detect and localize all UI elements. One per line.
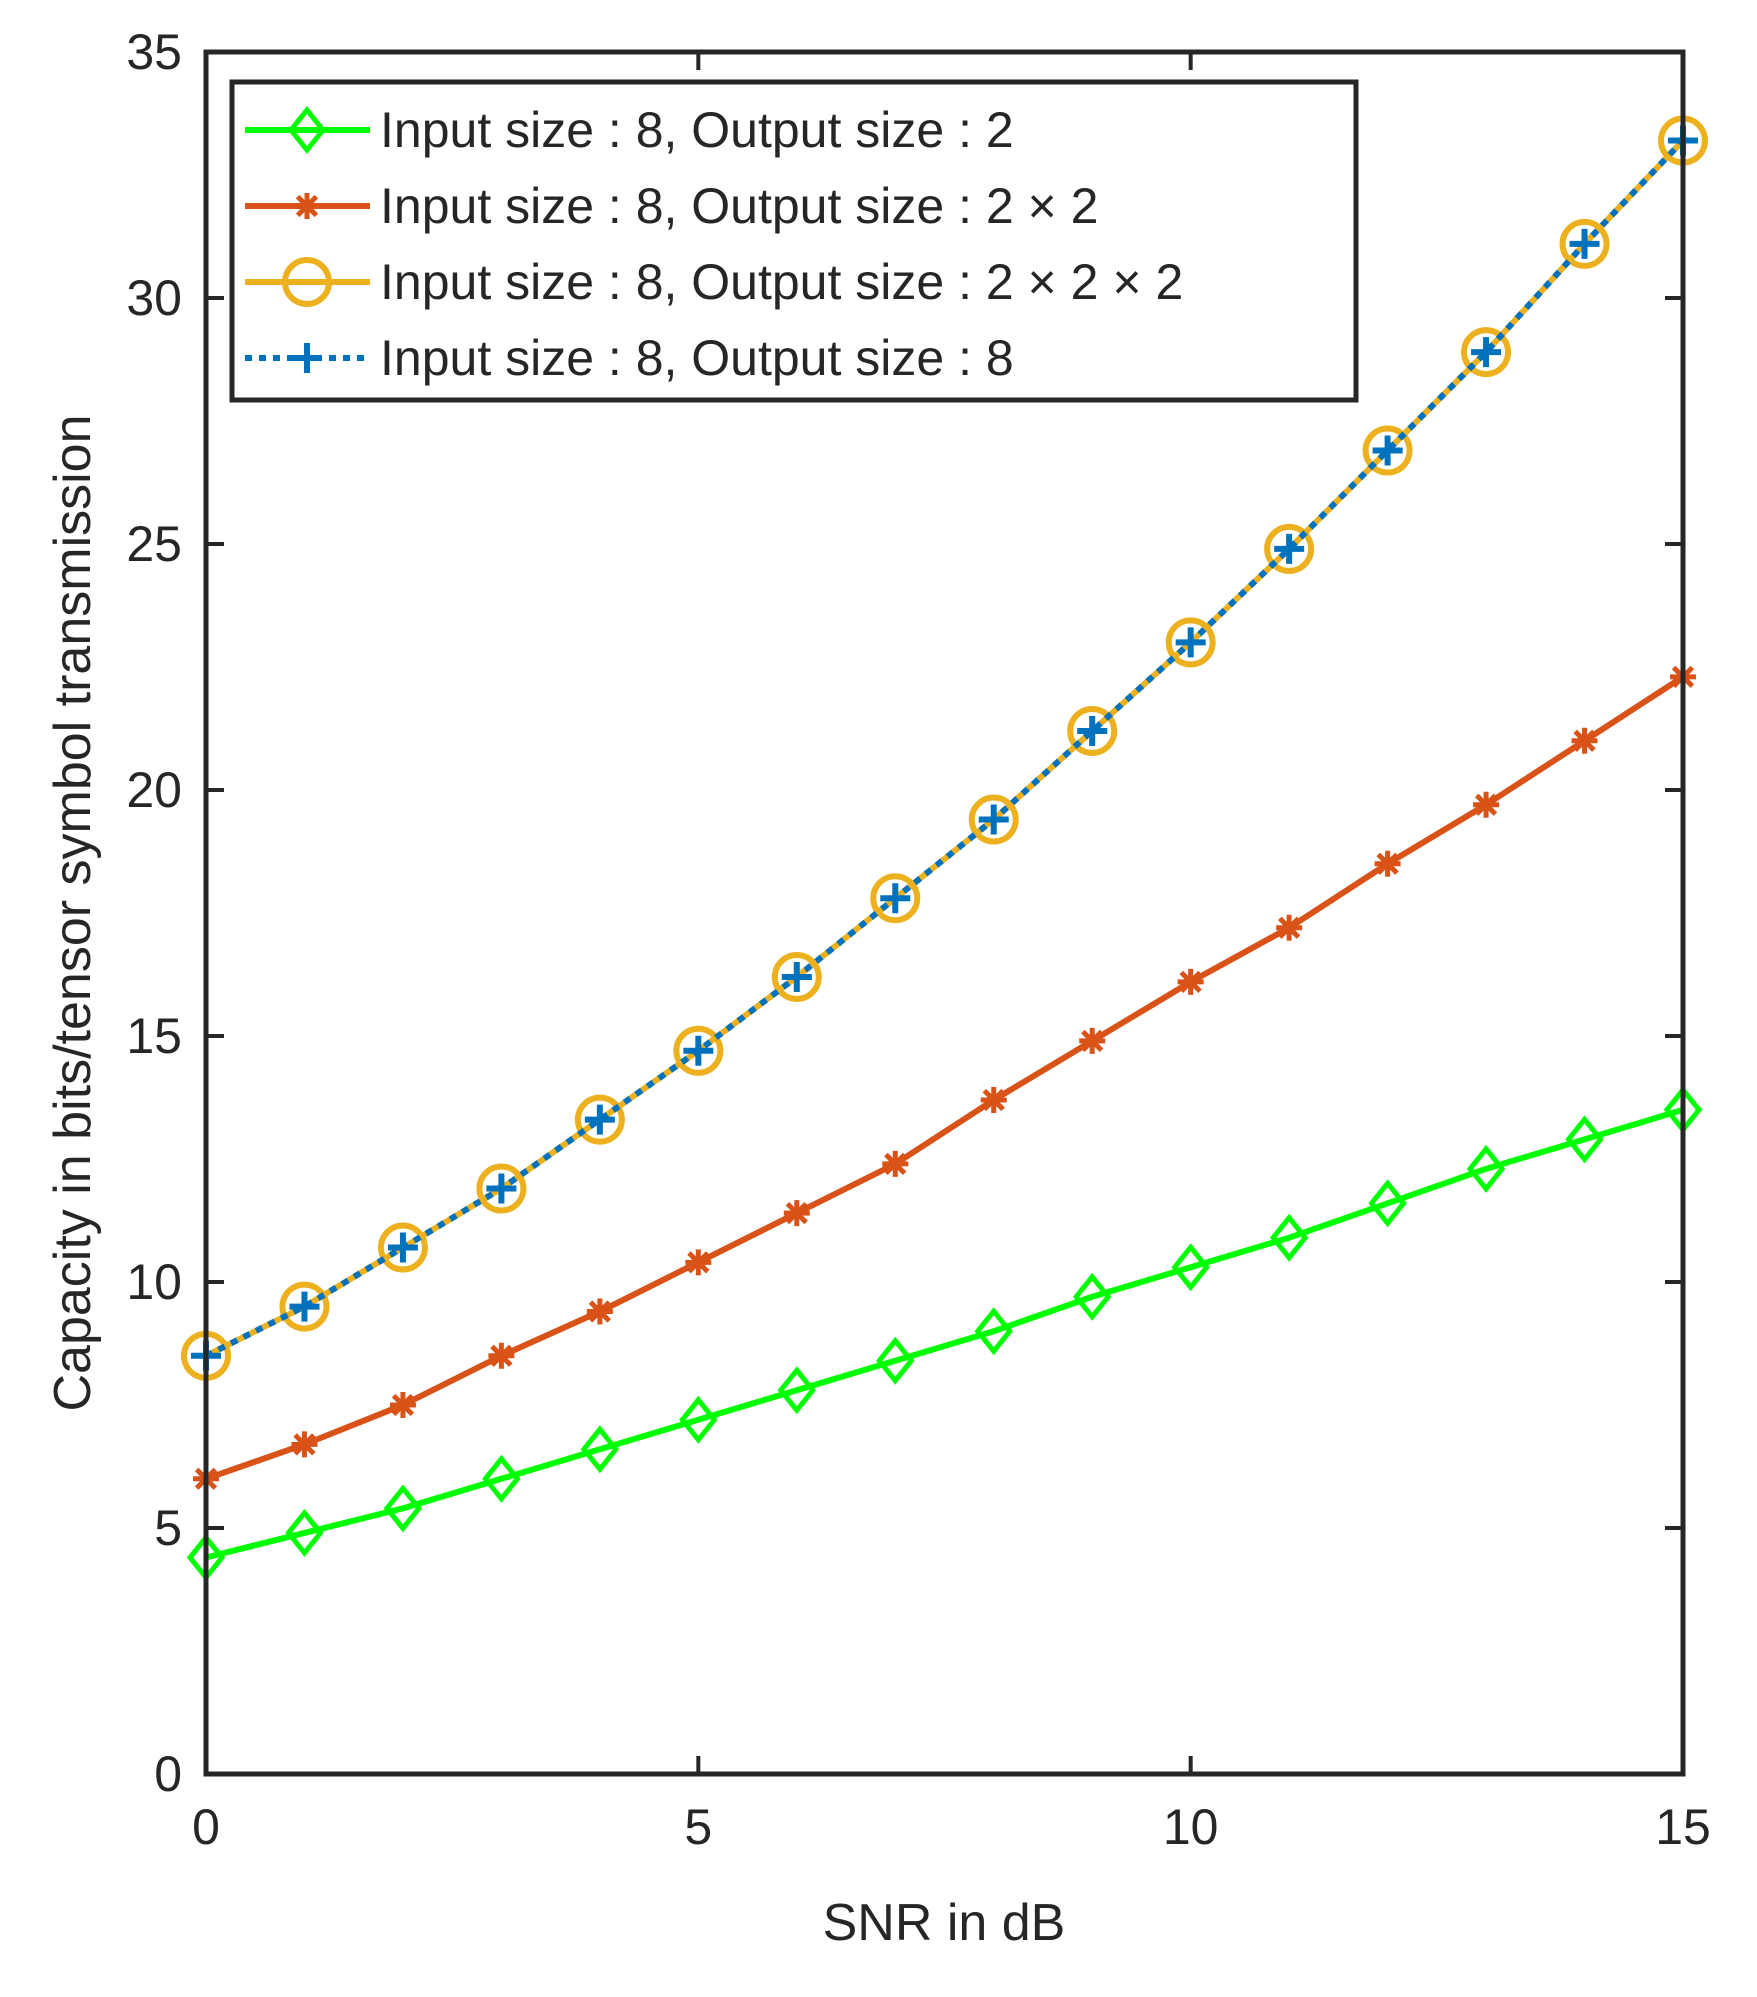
x-tick-label: 10: [1163, 1799, 1219, 1855]
data-point: [968, 794, 1019, 845]
y-tick-label: 35: [126, 24, 182, 80]
data-point: [486, 1173, 517, 1204]
legend-item: Input size : 8, Output size : 2: [245, 102, 1014, 158]
series-2: [193, 663, 1696, 1492]
data-point: [383, 1484, 423, 1533]
data-point: [574, 1094, 625, 1145]
data-point: [1362, 425, 1413, 476]
data-point: [1165, 617, 1216, 668]
series-layer: [181, 115, 1708, 1582]
data-point: [880, 883, 911, 914]
data-point: [1274, 533, 1305, 564]
data-point: [389, 1392, 416, 1418]
data-point: [683, 1035, 714, 1066]
series-line: [205, 1106, 1684, 1561]
data-point: [1368, 1179, 1407, 1228]
data-point: [279, 1281, 330, 1332]
data-point: [482, 1454, 521, 1503]
data-point: [289, 1291, 320, 1322]
data-point: [1177, 968, 1204, 995]
data-point: [1461, 327, 1512, 378]
data-point: [1269, 1213, 1309, 1262]
data-point: [1466, 1144, 1506, 1193]
legend-label: Input size : 8, Output size : 2 × 2: [380, 178, 1098, 234]
legend-label: Input size : 8, Output size : 2 × 2 × 2: [380, 254, 1183, 310]
data-point: [882, 1150, 909, 1177]
data-point: [1175, 627, 1206, 658]
y-tick-label: 30: [126, 270, 182, 326]
data-point: [1077, 715, 1108, 746]
data-point: [387, 1232, 418, 1263]
y-axis-label: Capacity in bits/tensor symbol transmiss…: [44, 414, 102, 1411]
x-tick-label: 0: [192, 1799, 220, 1855]
plot-frame: [203, 49, 1686, 1777]
data-point: [586, 1298, 613, 1325]
data-point: [584, 1104, 615, 1135]
legend: Input size : 8, Output size : 2 Input siz…: [229, 79, 1359, 403]
x-tick-label: 5: [684, 1799, 712, 1855]
series-line: [204, 138, 1686, 1359]
data-point: [1374, 850, 1401, 877]
y-tick-label: 25: [126, 516, 182, 572]
series-1: [186, 1085, 1703, 1582]
legend-item: Input size : 8, Output size : 2 × 2: [245, 178, 1098, 234]
data-point: [291, 1431, 318, 1458]
data-point: [673, 1025, 724, 1076]
legend-item: Input size : 8, Output size : 2 × 2 × 2: [245, 254, 1183, 310]
data-point: [685, 1249, 712, 1276]
ticks-layer: 0 5 10 15 0 5 10 15 20 25 30 35: [126, 24, 1710, 1855]
series-4: [191, 125, 1698, 1371]
data-point: [1171, 1243, 1210, 1292]
data-point: [870, 873, 921, 924]
data-point: [580, 1425, 620, 1474]
x-tick-label: 15: [1655, 1799, 1711, 1855]
y-tick-label: 15: [126, 1008, 182, 1064]
legend-label: Input size : 8, Output size : 2: [380, 102, 1014, 158]
series-line: [205, 674, 1685, 1482]
data-point: [285, 1508, 324, 1557]
legend-marker: [287, 105, 327, 155]
x-axis-label: SNR in dB: [823, 1894, 1066, 1952]
data-point: [1571, 727, 1598, 754]
data-point: [679, 1395, 718, 1444]
data-point: [1559, 218, 1610, 269]
data-point: [1565, 1115, 1604, 1164]
legend-item: Input size : 8, Output size : 8: [245, 330, 1014, 386]
data-point: [1276, 914, 1303, 941]
legend-label: Input size : 8, Output size : 8: [380, 330, 1014, 386]
data-point: [1072, 1272, 1112, 1321]
data-point: [1473, 791, 1500, 818]
data-point: [980, 1086, 1007, 1113]
data-point: [476, 1163, 527, 1214]
y-tick-label: 5: [154, 1500, 182, 1556]
data-point: [777, 1366, 817, 1415]
legend-marker: [292, 343, 322, 373]
data-point: [1264, 523, 1315, 574]
legend-box: [229, 79, 1359, 403]
legend-marker: [282, 257, 332, 307]
data-point: [1067, 705, 1118, 756]
y-tick-label: 0: [154, 1746, 182, 1802]
data-point: [377, 1222, 428, 1273]
data-point: [771, 951, 822, 1002]
data-point: [781, 961, 812, 992]
data-point: [978, 804, 1009, 835]
y-tick-label: 20: [126, 762, 182, 818]
y-tick-label: 10: [126, 1254, 182, 1310]
data-point: [876, 1336, 915, 1385]
legend-marker: [294, 193, 320, 219]
data-point: [1372, 435, 1403, 466]
data-point: [1471, 337, 1502, 368]
data-point: [488, 1342, 515, 1369]
data-point: [1079, 1027, 1106, 1054]
data-point: [974, 1307, 1013, 1356]
data-point: [783, 1200, 810, 1227]
data-point: [1569, 228, 1600, 259]
